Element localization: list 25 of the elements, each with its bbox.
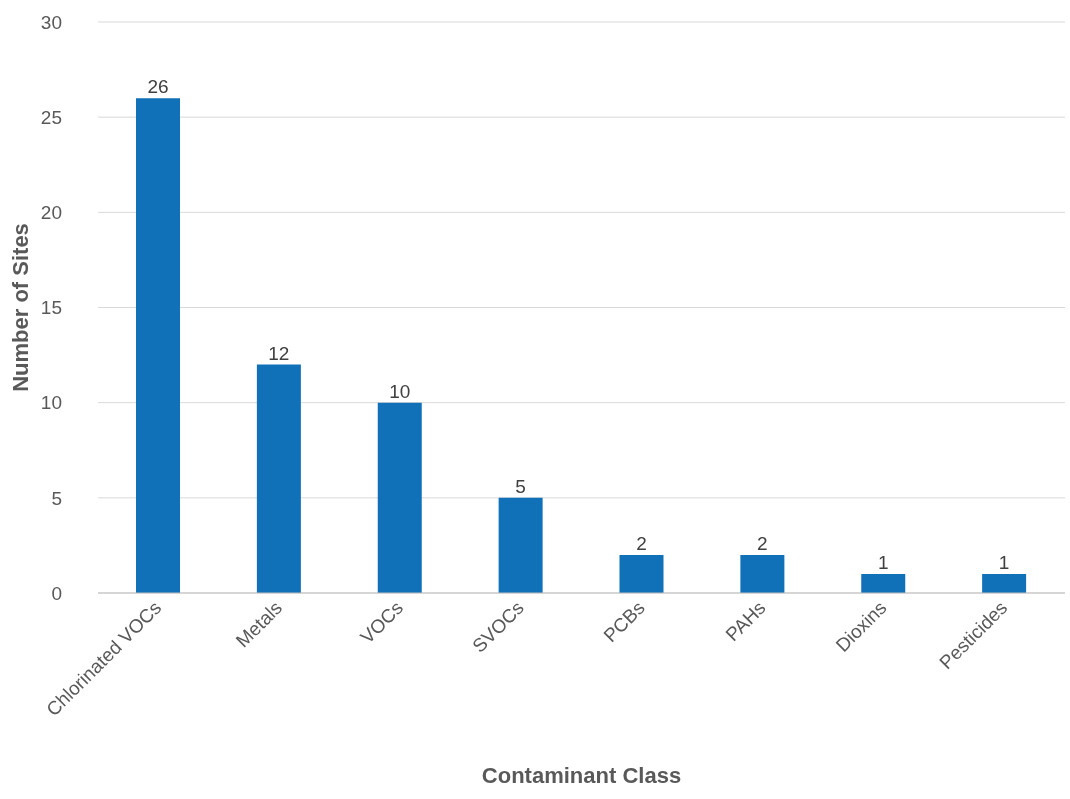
y-tick-label: 5 (51, 487, 62, 509)
data-label: 1 (877, 551, 889, 573)
data-label: 5 (515, 475, 526, 497)
data-label: 10 (389, 380, 411, 402)
bar (740, 554, 785, 593)
data-label: 1 (998, 551, 1010, 573)
bar (982, 573, 1027, 593)
y-tick-label: 10 (40, 392, 62, 414)
bar (256, 364, 301, 593)
y-tick-label: 0 (51, 582, 62, 604)
y-axis-title: Number of Sites (7, 223, 33, 392)
data-label: 2 (636, 532, 647, 554)
bar (619, 554, 664, 593)
y-tick-label: 20 (40, 202, 62, 224)
y-tick-label: 25 (40, 106, 62, 128)
data-label: 2 (757, 532, 768, 554)
bar (861, 573, 906, 593)
bar (498, 497, 543, 593)
x-axis-title: Contaminant Class (481, 763, 682, 788)
data-label: 12 (268, 342, 290, 364)
y-tick-label: 30 (40, 11, 62, 33)
bar (377, 402, 422, 593)
bar (136, 98, 180, 593)
y-tick-label: 15 (40, 297, 62, 319)
data-label: 26 (147, 76, 169, 98)
